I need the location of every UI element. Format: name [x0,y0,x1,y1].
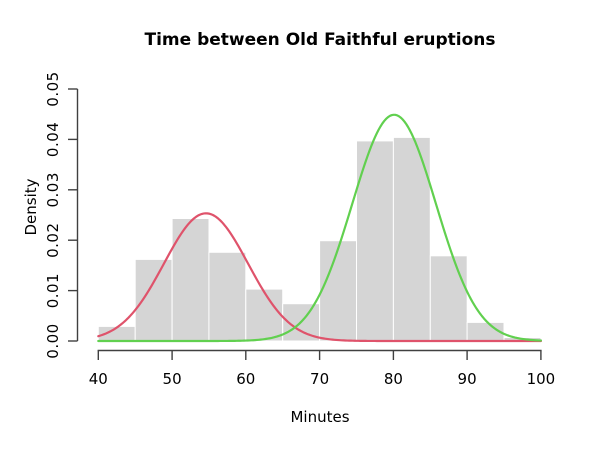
x-axis-title: Minutes [290,408,349,426]
y-tick-label: 0.02 [44,222,62,257]
y-tick-label: 0.00 [44,323,62,358]
histogram-bar [319,240,358,342]
x-tick-label: 50 [163,370,182,388]
histogram-bar [134,258,173,342]
histogram-bar [208,251,247,342]
y-tick-label: 0.01 [44,273,62,308]
axes: 40 50 60 70 80 90 100 0.00 0.01 0.02 0.03 0.04 0.05 [44,71,555,388]
x-tick-label: 60 [236,370,255,388]
y-tick-label: 0.04 [44,122,62,157]
x-tick-label: 90 [458,370,477,388]
histogram-bar [171,218,210,342]
histogram-bar [429,255,468,342]
histogram-bar [245,288,284,342]
density-curves [97,113,542,343]
mixture-component-1-curve [97,212,542,343]
x-tick-label: 100 [527,370,556,388]
histogram-bar [392,136,431,342]
histogram-bar [356,140,394,342]
y-tick-label: 0.05 [44,71,62,106]
x-tick-label: 80 [384,370,403,388]
x-tick-label: 40 [89,370,108,388]
chart-title: Time between Old Faithful eruptions [145,30,496,50]
y-axis-title: Density [22,178,40,235]
y-tick-label: 0.03 [44,172,62,207]
histogram-bars [97,136,542,342]
x-tick-label: 70 [310,370,329,388]
mixture-component-2-curve [97,113,542,343]
